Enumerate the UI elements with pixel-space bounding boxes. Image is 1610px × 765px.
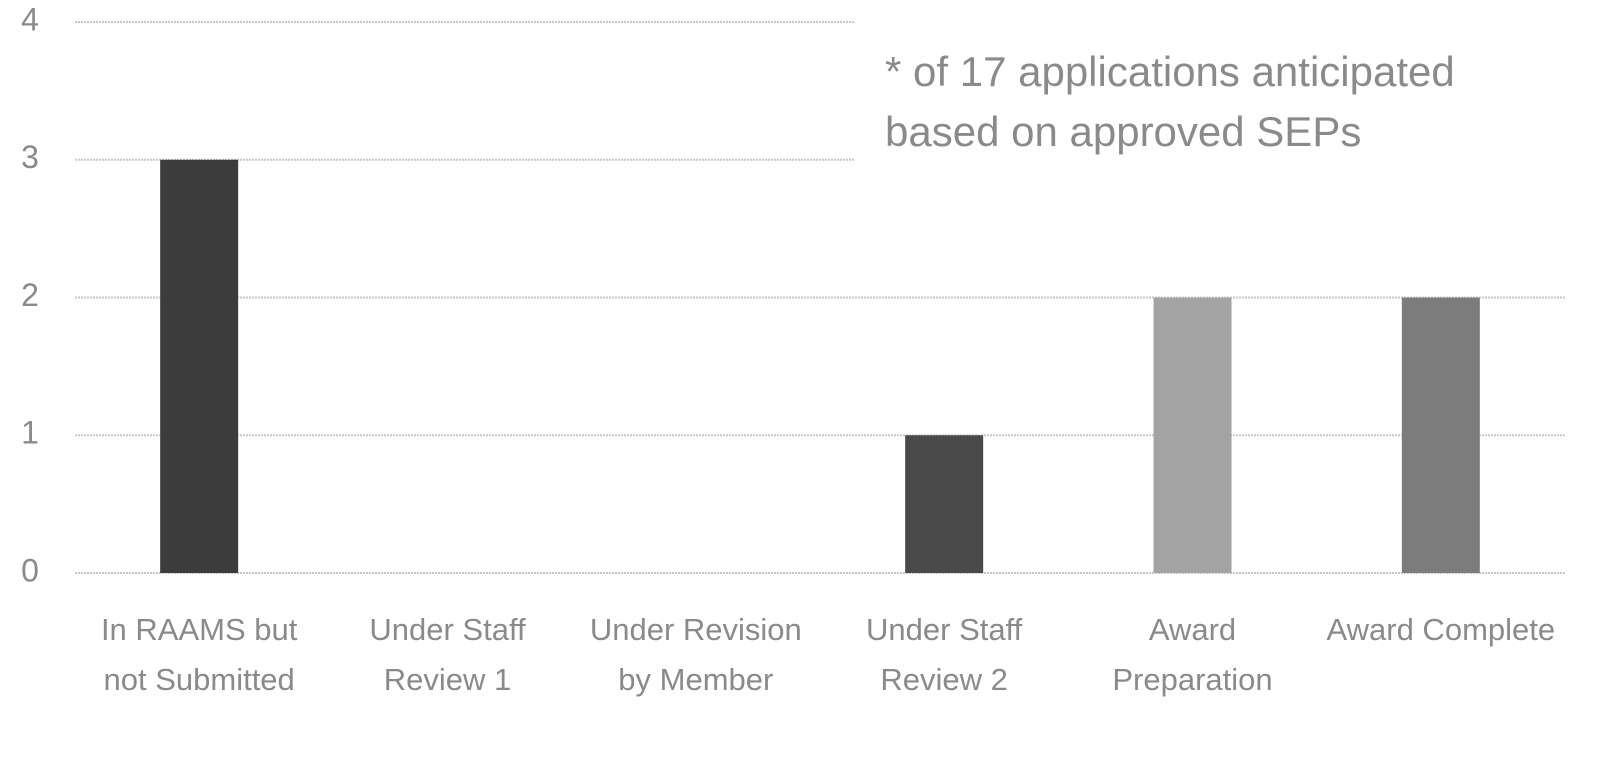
y-tick-label: 1 xyxy=(21,415,39,451)
x-tick-label: Under Staff Review 2 xyxy=(866,612,1023,697)
x-tick-label: Under Staff Review 1 xyxy=(369,612,526,697)
y-tick-label: 2 xyxy=(21,277,39,313)
y-tick-label: 4 xyxy=(21,1,39,37)
bar xyxy=(905,435,984,573)
x-tick-label: In RAAMS but not Submitted xyxy=(100,612,298,697)
annotation-background xyxy=(855,10,1575,195)
bar xyxy=(1153,297,1232,573)
annotation: based on approved SEPs xyxy=(885,108,1361,155)
x-tick-label: Award Preparation xyxy=(1112,612,1273,697)
y-tick-label: 0 xyxy=(21,552,39,588)
y-tick-label: 3 xyxy=(21,139,39,175)
x-tick-label: Under Revision by Member xyxy=(589,612,802,697)
bar xyxy=(160,159,239,573)
annotation: * of 17 applications anticipated xyxy=(885,48,1455,95)
x-tick-label: Award Complete xyxy=(1326,612,1556,647)
bar xyxy=(1401,297,1480,573)
